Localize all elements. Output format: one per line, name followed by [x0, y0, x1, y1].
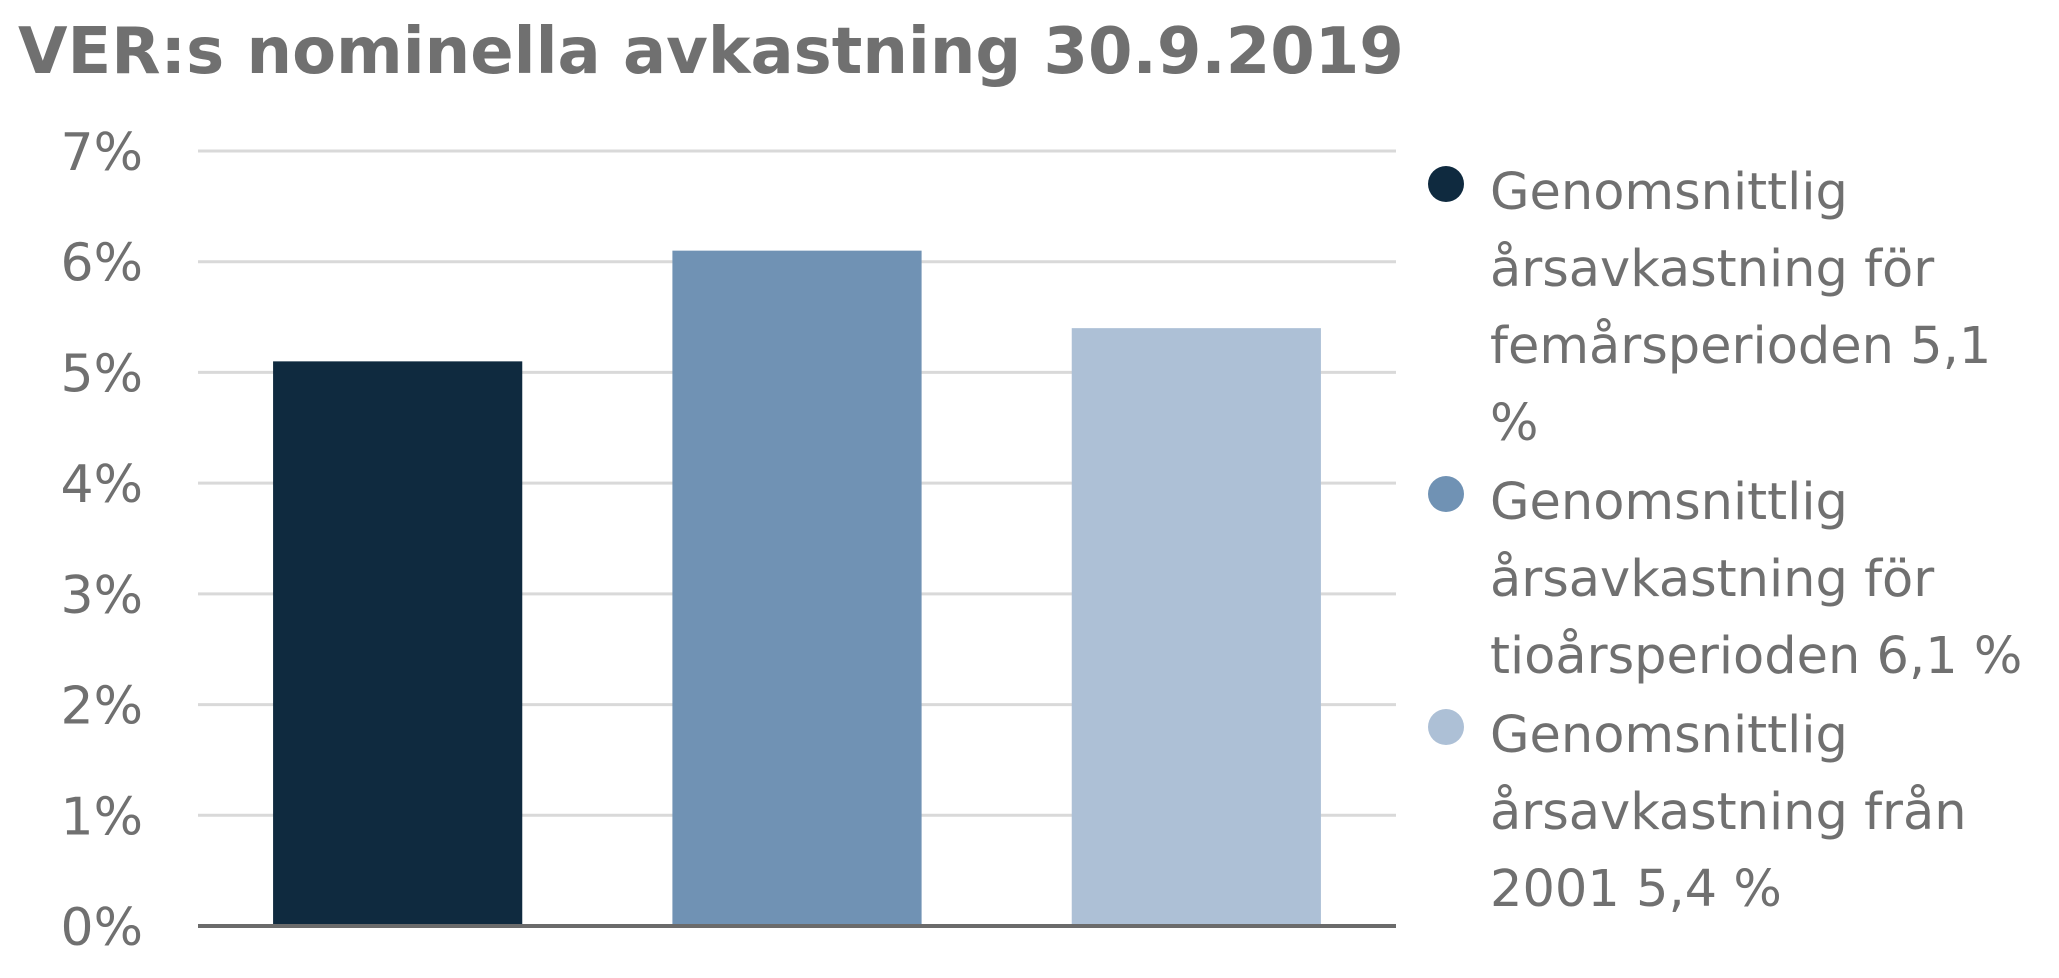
bar-2: [1071, 328, 1321, 927]
legend-label-2: Genomsnittlig årsavkastning från 2001 5,…: [1490, 706, 1967, 919]
legend-marker-0: [1428, 166, 1464, 202]
bar-0: [273, 361, 523, 926]
y-axis-ticks: 0% 1% 2% 3% 4% 5% 6% 7%: [61, 123, 144, 958]
legend-label-1: Genomsnittlig årsavkastning för tioårspe…: [1490, 473, 2023, 686]
legend-item-2: Genomsnittlig årsavkastning från 2001 5,…: [1428, 697, 2048, 928]
bars: [273, 250, 1321, 927]
y-tick-label: 0%: [61, 898, 144, 958]
y-tick-label: 7%: [61, 123, 144, 183]
legend-item-1: Genomsnittlig årsavkastning för tioårspe…: [1428, 464, 2048, 695]
chart-title: VER:s nominella avkastning 30.9.2019: [18, 15, 1404, 89]
legend-label-0: Genomsnittlig årsavkastning för femårspe…: [1490, 163, 1992, 453]
legend: Genomsnittlig årsavkastning för femårspe…: [1428, 154, 2048, 930]
y-tick-label: 2%: [61, 677, 144, 737]
legend-marker-2: [1428, 709, 1464, 745]
legend-item-0: Genomsnittlig årsavkastning för femårspe…: [1428, 154, 2048, 462]
y-tick-label: 3%: [61, 566, 144, 626]
y-tick-label: 4%: [61, 455, 144, 515]
bar-1: [672, 250, 922, 927]
y-tick-label: 6%: [61, 234, 144, 294]
y-tick-label: 5%: [61, 344, 144, 404]
y-tick-label: 1%: [61, 787, 144, 847]
legend-marker-1: [1428, 476, 1464, 512]
